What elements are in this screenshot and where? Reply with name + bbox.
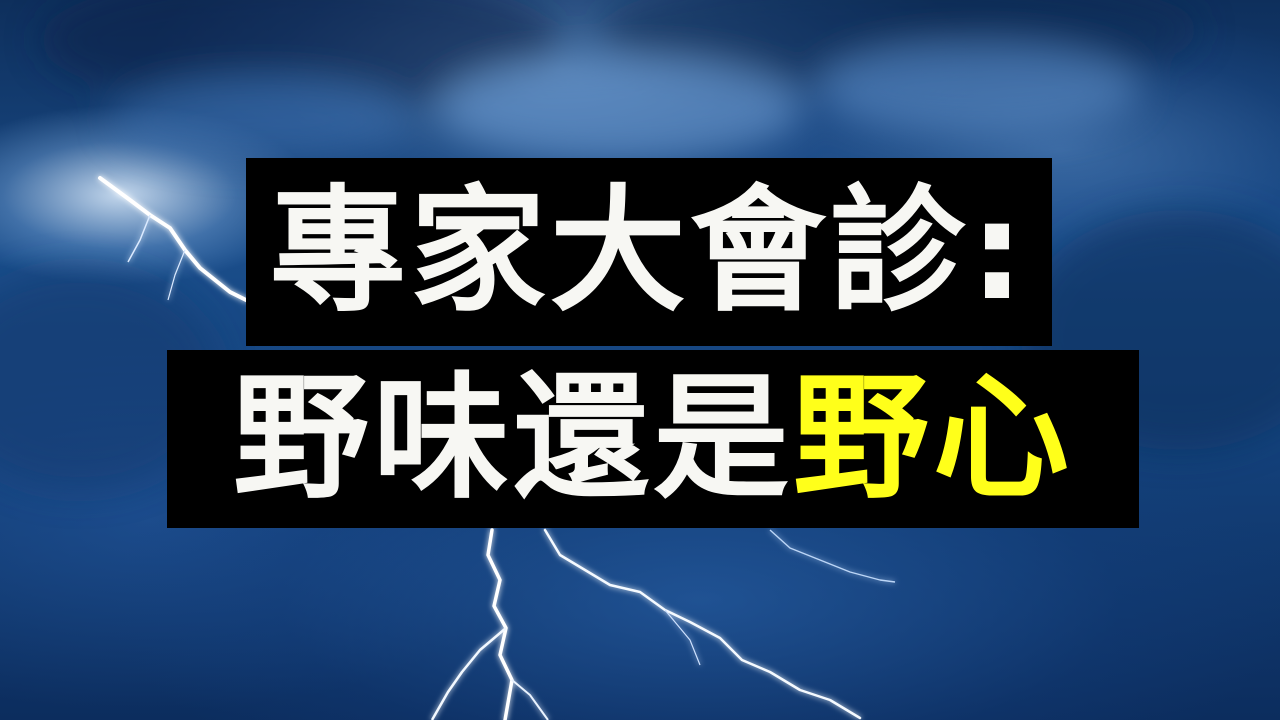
title-line-2-highlight: 野心 xyxy=(793,360,1073,518)
title-line-1: 專家大會診: xyxy=(246,158,1052,346)
title-line-2-text: 野味還是 xyxy=(233,360,793,518)
lightning-bolt-upper xyxy=(98,176,248,302)
lightning-bolt-lower xyxy=(430,528,896,720)
title-line-2: 野味還是 野心 xyxy=(167,350,1139,528)
title-line-1-text: 專家大會診: xyxy=(269,173,1029,331)
